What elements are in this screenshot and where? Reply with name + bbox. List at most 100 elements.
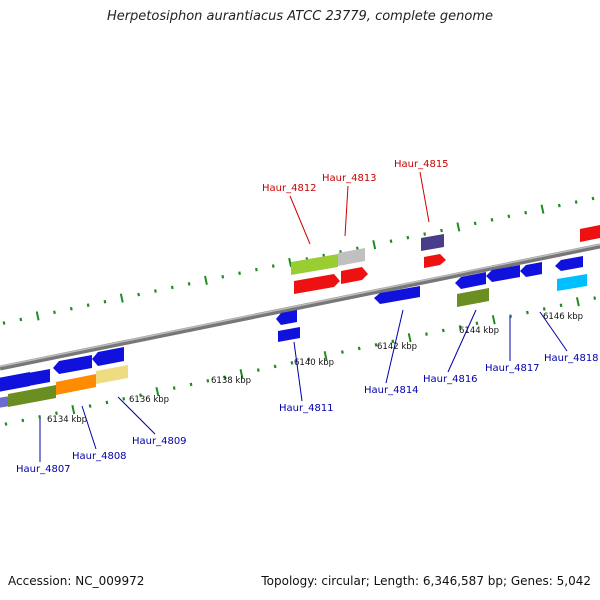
gene-label[interactable]: Haur_4807 [16,464,71,475]
major-tick [540,204,545,214]
gene-feature[interactable] [0,396,10,408]
minor-tick [524,210,528,215]
gene-feature[interactable] [455,272,486,289]
minor-tick [425,332,428,336]
minor-tick [137,292,141,297]
minor-tick [423,232,427,236]
gene-feature[interactable] [424,254,446,268]
major-tick [372,240,377,250]
gene-feature[interactable] [92,347,124,366]
minor-tick [509,314,513,318]
upper-tick-track [2,196,595,325]
minor-tick [340,350,344,354]
gene-feature[interactable] [278,327,300,342]
gene-label[interactable]: Haur_4815 [394,159,449,170]
minor-tick [389,239,393,243]
map-title: Herpetosiphon aurantiacus ATCC 23779, co… [106,9,494,24]
gene-feature[interactable] [53,355,92,374]
minor-tick [458,325,462,329]
minor-tick [273,364,277,369]
tick-label: 6144 kbp [459,326,499,336]
gene-feature[interactable] [6,369,50,389]
minor-tick [473,221,477,226]
gene-feature[interactable] [341,267,368,284]
minor-tick [69,306,73,311]
gene-feature[interactable] [338,248,365,266]
minor-tick [440,228,443,233]
gene-feature[interactable] [557,274,587,291]
minor-tick [221,274,225,279]
gene-label[interactable]: Haur_4812 [262,183,317,194]
minor-tick [55,411,58,416]
major-tick [239,369,244,379]
gene-label[interactable]: Haur_4813 [322,173,377,184]
minor-tick [53,310,56,315]
minor-tick [256,368,260,372]
tick-label: 6134 kbp [47,415,87,425]
gene-label[interactable]: Haur_4808 [72,451,127,462]
minor-tick [19,317,23,322]
gene-label-leaders [39,171,568,462]
minor-tick [307,357,311,362]
gene-leader-line [539,311,568,352]
minor-tick [593,296,597,300]
minor-tick [591,196,595,201]
gene-feature[interactable] [421,234,444,251]
minor-tick [189,382,193,387]
minor-tick [2,321,6,325]
accession-text: Accession: NC_009972 [8,574,145,588]
lower-tick-track [4,296,597,426]
tick-label: 6140 kbp [294,358,334,368]
minor-tick [105,400,109,405]
gene-feature[interactable] [276,310,297,325]
minor-tick [391,339,395,344]
minor-tick [475,321,479,326]
minor-tick [357,346,361,351]
tick-label: 6138 kbp [211,376,251,386]
major-tick [456,222,461,232]
gene-feature[interactable] [580,225,600,242]
gene-feature[interactable] [555,256,583,271]
major-tick [407,333,412,343]
gene-label[interactable]: Haur_4817 [485,363,540,374]
minor-tick [526,310,529,315]
gene-feature[interactable] [520,262,542,277]
gene-feature[interactable] [96,365,128,384]
gene-label[interactable]: Haur_4818 [544,353,599,364]
minor-tick [38,415,42,419]
major-tick [35,311,40,321]
gene-feature[interactable] [457,288,489,307]
gene-leader-line [447,309,477,373]
major-tick [575,297,580,307]
minor-tick [122,397,126,401]
major-tick [155,387,160,397]
gene-feature[interactable] [291,254,338,275]
minor-tick [271,264,275,268]
minor-tick [172,386,176,390]
gene-label[interactable]: Haur_4814 [364,385,419,396]
minor-tick [559,303,563,308]
gene-feature[interactable] [56,374,96,395]
gene-label[interactable]: Haur_4811 [279,403,334,414]
tick-label: 6136 kbp [129,395,169,405]
minor-tick [355,246,359,251]
gene-leader-line [117,396,156,435]
gene-leader-line [293,341,303,402]
minor-tick [103,299,107,304]
gene-feature[interactable] [294,274,340,294]
major-tick [491,315,496,325]
minor-tick [170,285,174,290]
tick-labels: 6134 kbp 6136 kbp 6138 kbp 6140 kbp 6142 kbp… [47,312,583,425]
gene-feature[interactable] [374,286,420,304]
gene-feature[interactable] [8,385,56,407]
gene-leader-line [344,185,349,237]
major-tick [119,293,124,303]
gene-label[interactable]: Haur_4809 [132,436,187,447]
gene-feature[interactable] [486,265,520,282]
genome-summary-text: Topology: circular; Length: 6,346,587 bp… [261,574,591,588]
gene-leader-line [385,309,404,384]
gene-label[interactable]: Haur_4816 [423,374,478,385]
minor-tick [88,404,92,408]
